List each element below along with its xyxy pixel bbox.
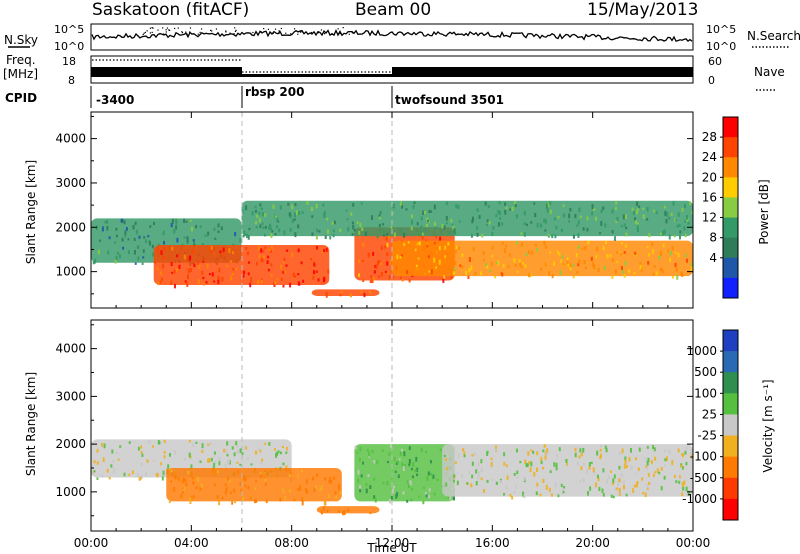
power-colorbar-tick-0: 28 [702, 130, 717, 144]
freq-unit-label: [MHz] [3, 67, 38, 81]
power-colorbar-swatch-7 [723, 257, 738, 279]
xtick-4: 16:00 [475, 536, 510, 550]
power-colorbar-tick-6: 4 [709, 251, 717, 265]
cpid-segment-3: twofsound 3501 [395, 93, 504, 107]
power-colorbar-tick-5: 8 [709, 231, 717, 245]
power-colorbar-swatch-8 [723, 277, 738, 299]
velocity-colorbar-tick-2: 100 [694, 386, 717, 400]
power-ylabel: Slant Range [km] [24, 160, 38, 264]
velocity-y-axis: 4000 3000 2000 1000 [55, 324, 693, 517]
velocity-colorbar-swatch-5 [723, 435, 738, 458]
power-colorbar-tick-4: 12 [702, 211, 717, 225]
xaxis-label: Time UT [366, 541, 417, 554]
cpid-row: CPID -3400 rbsp 200 twofsound 3501 [5, 85, 504, 108]
velocity-ytick-3000: 3000 [55, 389, 86, 403]
power-colorbar-swatch-6 [723, 237, 738, 259]
xtick-6: 00:00 [676, 536, 711, 550]
velocity-panel: 4000 3000 2000 1000 Slant Range [km] [24, 319, 694, 532]
nave-tick-0: 0 [708, 74, 715, 87]
power-ytick-3000: 3000 [55, 176, 86, 190]
power-heatmap [91, 200, 693, 298]
velocity-colorbar-swatch-0 [723, 330, 738, 352]
velocity-region-4 [442, 444, 693, 497]
velocity-colorbar-tick-3: 25 [702, 407, 717, 421]
xtick-2: 08:00 [274, 536, 309, 550]
station-title: Saskatoon (fitACF) [92, 0, 249, 20]
velocity-colorbar-tick-0: 1000 [686, 344, 717, 358]
power-ytick-1000: 1000 [55, 265, 86, 279]
velocity-region-3 [354, 444, 455, 502]
xtick-1: 04:00 [174, 536, 209, 550]
freq-tick-18: 18 [62, 55, 76, 68]
velocity-colorbar: 1000 500 100 25 -25 -100 -500 -1000 Velocity [m… [682, 329, 775, 521]
power-panel: 4000 3000 2000 1000 Slant Range [km] [24, 111, 694, 309]
power-colorbar-swatch-5 [723, 217, 738, 239]
power-region-1 [153, 245, 330, 285]
velocity-colorbar-swatch-7 [723, 477, 738, 500]
velocity-colorbar-tick-7: -1000 [682, 492, 717, 506]
xtick-3: 12:00 [375, 536, 410, 550]
velocity-ytick-2000: 2000 [55, 437, 86, 451]
cpid-label: CPID [5, 91, 37, 105]
noise-sky-trace [91, 27, 693, 42]
noise-tick-top-left: 10^5 [54, 23, 84, 36]
power-colorbar-tick-1: 24 [702, 150, 717, 164]
frequency-panel: Freq. [MHz] 18 8 60 0 Nave [3, 53, 785, 91]
velocity-colorbar-tick-1: 500 [694, 365, 717, 379]
power-y-axis: 4000 3000 2000 1000 [55, 115, 693, 295]
velocity-ytick-4000: 4000 [55, 342, 86, 356]
velocity-colorbar-swatch-1 [723, 351, 738, 373]
velocity-colorbar-swatch-3 [723, 393, 738, 415]
power-colorbar-swatch-4 [723, 197, 738, 219]
power-region-4 [392, 240, 693, 277]
cpid-segment-1: -3400 [96, 93, 134, 107]
velocity-colorbar-swatch-8 [723, 498, 738, 521]
velocity-colorbar-tick-4: -25 [697, 429, 717, 443]
beam-label: Beam 00 [355, 0, 431, 20]
xtick-5: 20:00 [575, 536, 610, 550]
velocity-colorbar-tick-6: -500 [690, 471, 717, 485]
xtick-0: 00:00 [74, 536, 109, 550]
power-ytick-4000: 4000 [55, 132, 86, 146]
velocity-colorbar-swatch-4 [723, 414, 738, 437]
nave-tick-60: 60 [708, 55, 722, 68]
noise-tick-top-right: 10^5 [706, 23, 736, 36]
noise-panel: N.Sky 10^5 10^0 10^5 10^0 N.Search [4, 23, 800, 53]
noise-tick-bottom-right: 10^0 [706, 40, 736, 53]
power-ytick-2000: 2000 [55, 220, 86, 234]
velocity-colorbar-tick-5: -100 [690, 450, 717, 464]
power-colorbar-swatch-1 [723, 137, 738, 158]
date-label: 15/May/2013 [587, 0, 699, 20]
cpid-segment-2: rbsp 200 [245, 85, 304, 99]
power-colorbar-tick-3: 16 [702, 190, 717, 204]
freq-tick-8: 8 [68, 74, 75, 87]
freq-label: Freq. [6, 53, 36, 67]
power-colorbar-swatch-3 [723, 177, 738, 198]
velocity-colorbar-label: Velocity [m s⁻¹] [761, 379, 775, 472]
velocity-ytick-1000: 1000 [55, 485, 86, 499]
power-colorbar-swatch-2 [723, 157, 738, 178]
nsky-label: N.Sky [4, 33, 38, 47]
nave-label: Nave [754, 65, 785, 79]
velocity-colorbar-swatch-6 [723, 456, 738, 479]
velocity-ylabel: Slant Range [km] [24, 372, 38, 476]
power-colorbar-tick-2: 20 [702, 170, 717, 184]
power-colorbar-label: Power [dB] [757, 179, 771, 244]
power-colorbar-swatch-0 [723, 117, 738, 138]
time-axis: 00:00 04:00 08:00 12:00 16:00 20:00 00:00 [74, 112, 711, 550]
nsearch-label: N.Search [747, 29, 800, 43]
power-region-2 [311, 289, 380, 297]
velocity-colorbar-swatch-2 [723, 372, 738, 394]
noise-tick-bottom-left: 10^0 [54, 40, 84, 53]
power-colorbar: 28 24 20 16 12 8 4 Power [dB] [702, 116, 771, 299]
